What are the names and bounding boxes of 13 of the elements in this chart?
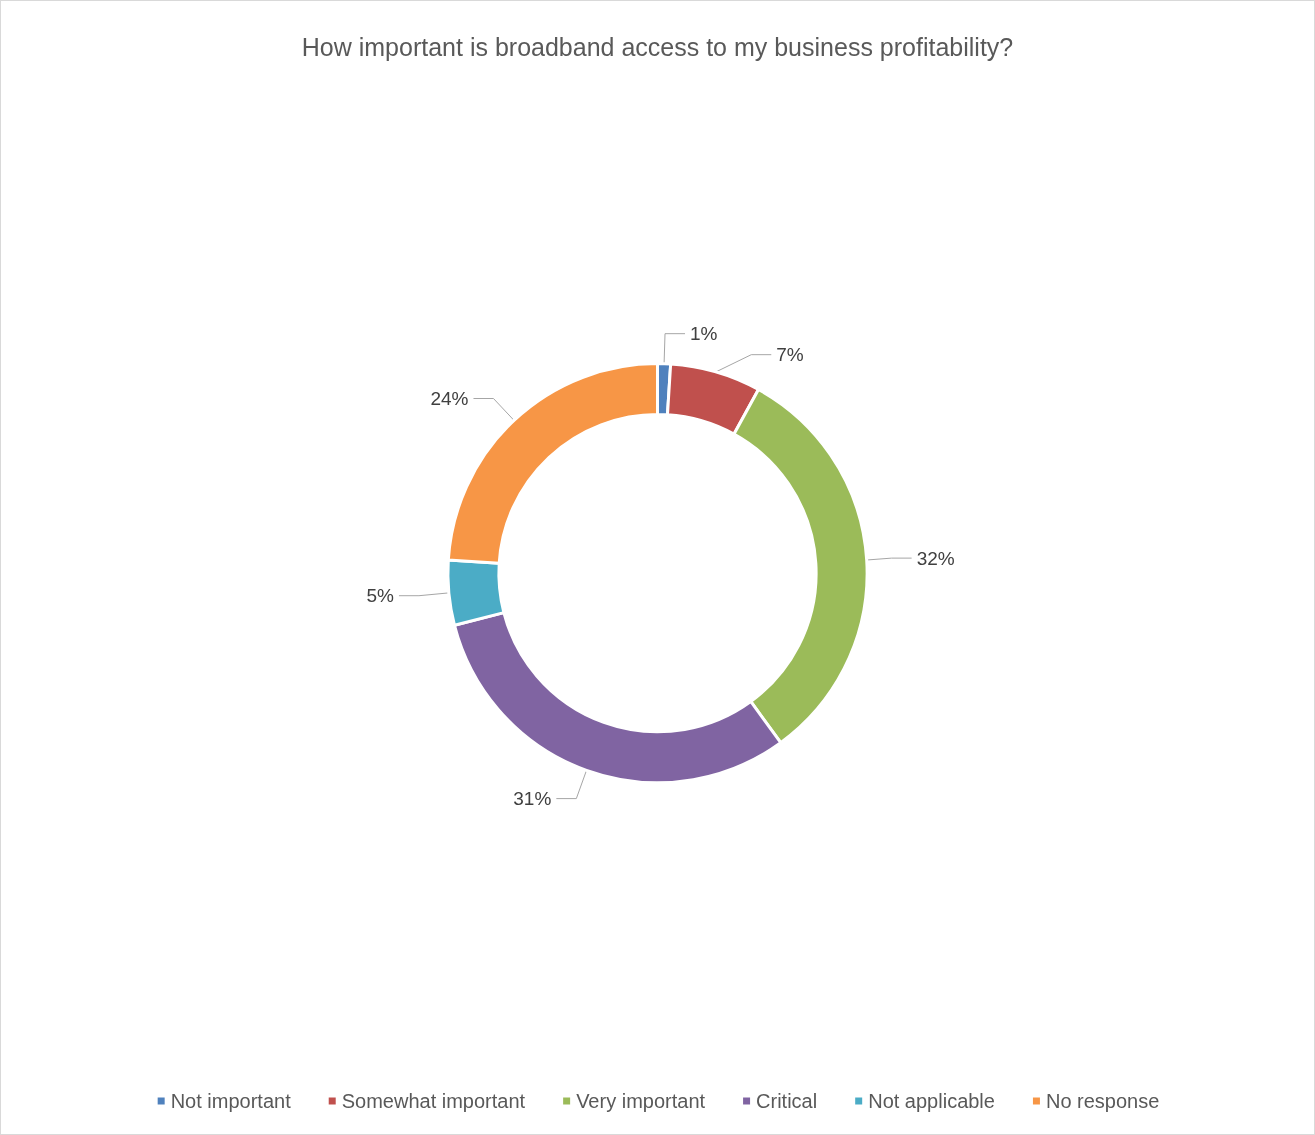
legend-label: Very important bbox=[576, 1090, 706, 1112]
data-label: 31% bbox=[513, 788, 552, 810]
legend-label: Not applicable bbox=[868, 1090, 995, 1112]
data-label: 7% bbox=[776, 344, 804, 366]
chart-title: How important is broadband access to my business profitability? bbox=[301, 32, 1014, 61]
legend-label: Not important bbox=[170, 1090, 292, 1112]
data-label: 24% bbox=[430, 388, 469, 409]
data-label: 5% bbox=[366, 585, 395, 607]
data-label: 32% bbox=[916, 547, 955, 569]
legend-label: No response bbox=[1045, 1090, 1160, 1112]
data-label: 1% bbox=[690, 323, 718, 345]
legend-label: Somewhat important bbox=[341, 1090, 526, 1112]
legend-label: Critical bbox=[756, 1090, 818, 1112]
